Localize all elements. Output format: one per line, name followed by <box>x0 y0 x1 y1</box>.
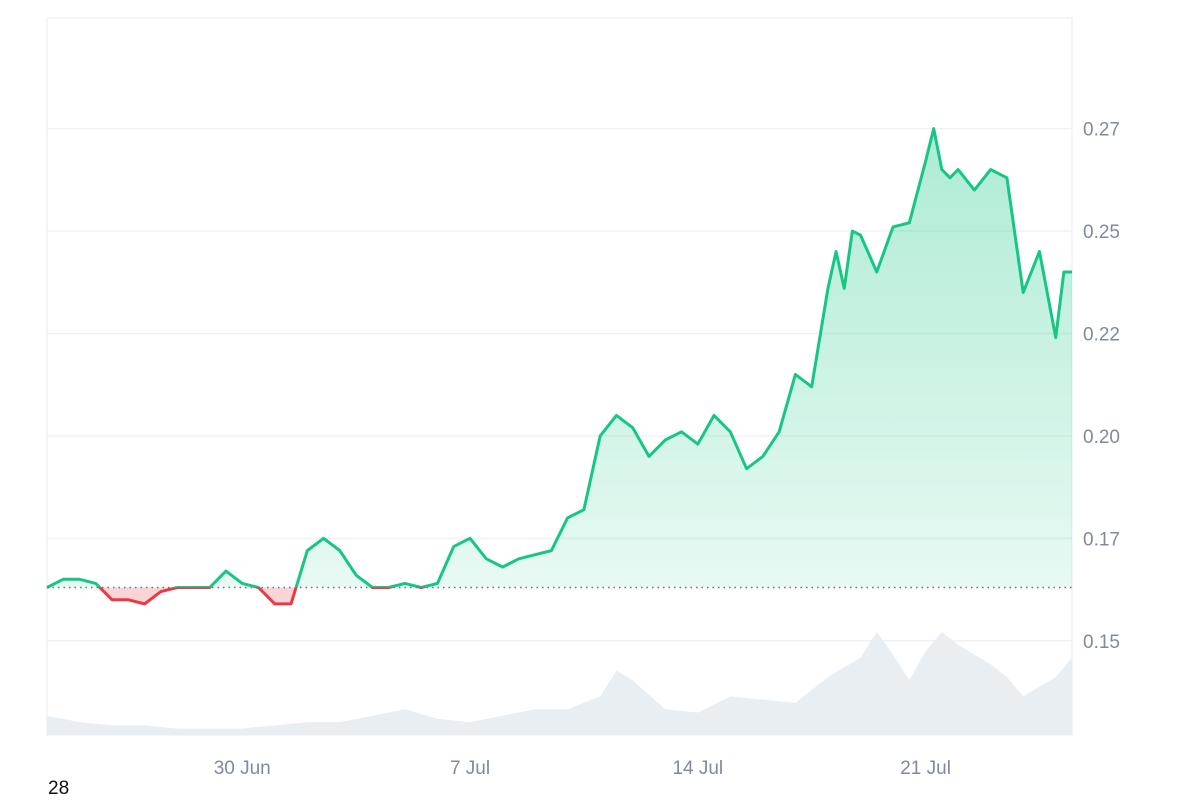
price-area-up <box>47 128 1072 588</box>
x-tick-label: 14 Jul <box>672 758 723 779</box>
y-tick-label: 0.27 <box>1083 120 1120 141</box>
y-tick-label: 0.15 <box>1083 632 1120 653</box>
y-tick-label: 0.25 <box>1083 222 1120 243</box>
y-tick-label: 0.17 <box>1083 529 1120 550</box>
y-tick-label: 0.22 <box>1083 324 1120 345</box>
volume-area <box>47 632 1072 735</box>
price-fills <box>47 128 1072 604</box>
x-tick-label: 7 Jul <box>450 758 490 779</box>
x-tick-label: 21 Jul <box>900 758 951 779</box>
x-tick-label: 30 Jun <box>214 758 271 779</box>
y-axis: 0.15 0.17 0.20 0.22 0.25 0.27 <box>1083 120 1120 653</box>
x-axis: 30 Jun 7 Jul 14 Jul 21 Jul <box>214 758 951 779</box>
volume-layer <box>47 632 1072 735</box>
price-area-down <box>47 587 1072 604</box>
price-lines <box>46 127 1072 606</box>
y-tick-label: 0.20 <box>1083 427 1120 448</box>
corner-label: 28 <box>48 778 70 799</box>
price-line-up <box>46 127 1072 588</box>
